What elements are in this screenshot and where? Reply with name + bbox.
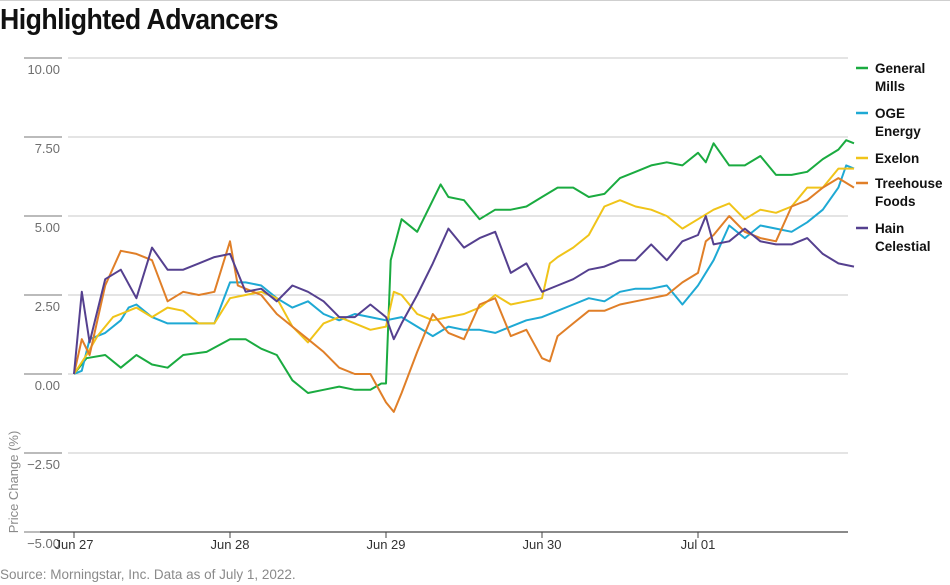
legend-label: Energy [875, 124, 921, 139]
top-rule [0, 0, 950, 1]
series-layer [73, 139, 855, 413]
x-tick-label: Jun 28 [210, 537, 249, 552]
x-tick-label: Jun 30 [522, 537, 561, 552]
legend-label: Celestial [875, 239, 931, 254]
x-tick-label: Jun 29 [366, 537, 405, 552]
series-line-oge-energy [73, 164, 855, 375]
legend-label: Mills [875, 79, 905, 94]
y-tick-label: 10.00 [27, 62, 60, 77]
x-tick-label: Jul 01 [681, 537, 716, 552]
legend-label: Foods [875, 194, 916, 209]
legend-label: Hain [875, 221, 904, 236]
series-line-exelon [73, 167, 854, 375]
y-tick-label: −5.00 [27, 536, 60, 551]
legend-label: OGE [875, 106, 905, 121]
y-axis-title: Price Change (%) [6, 431, 21, 534]
y-tick-label: 5.00 [35, 220, 60, 235]
series-line-hain-celestial [73, 215, 855, 375]
grid-layer [68, 57, 848, 533]
legend-label: Treehouse [875, 176, 943, 191]
legend: General Mills OGE Energy Exelon Treehouse Food… [856, 61, 943, 254]
legend-label: Exelon [875, 151, 919, 166]
y-tick-label: 7.50 [35, 141, 60, 156]
series-line-general-mills [73, 139, 855, 394]
source-note: Source: Morningstar, Inc. Data as of Jul… [0, 567, 296, 582]
y-tick-label: 2.50 [35, 299, 60, 314]
chart-title: Highlighted Advancers [0, 4, 279, 36]
y-tick-label: 0.00 [35, 378, 60, 393]
legend-label: General [875, 61, 925, 76]
y-tick-label: −2.50 [27, 457, 60, 472]
x-tick-label: Jun 27 [54, 537, 93, 552]
